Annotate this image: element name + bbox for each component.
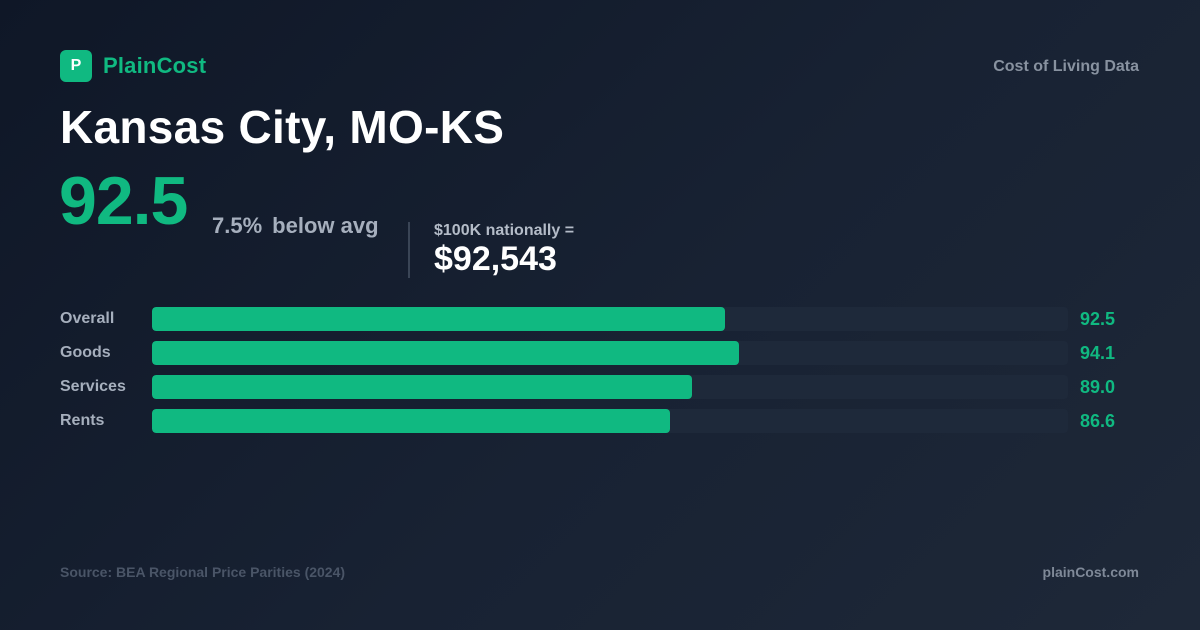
bar-row-overall: Overall 92.5: [60, 307, 1140, 331]
bar-track: [152, 375, 1068, 399]
bar-row-rents: Rents 86.6: [60, 409, 1140, 433]
bar-label: Overall: [60, 310, 115, 327]
bar-value-label: 86.6: [1080, 411, 1116, 431]
source-note: Source: BEA Regional Price Parities (202…: [60, 564, 346, 580]
score-difference: 7.5% below avg: [212, 213, 379, 239]
bar-value-label: 92.5: [1080, 309, 1116, 329]
bar-row-services: Services 89.0: [60, 375, 1140, 399]
difference-percent: 7.5%: [212, 213, 263, 238]
bar-track: [152, 341, 1068, 365]
brand-name: PlainCost: [103, 53, 207, 78]
bar-label: Goods: [60, 344, 111, 361]
bar-track: [152, 409, 1068, 433]
bar-label: Rents: [60, 412, 105, 429]
divider: [408, 222, 410, 278]
bar-fill: [152, 409, 671, 433]
site-url[interactable]: plainCost.com: [1042, 564, 1139, 580]
bar-fill: [152, 375, 693, 399]
tagline: Cost of Living Data: [993, 58, 1139, 75]
bar-fill: [152, 341, 740, 365]
bar-fill: [152, 307, 725, 331]
bar-row-goods: Goods 94.1: [60, 341, 1140, 365]
equivalent-label: $100K nationally =: [434, 222, 575, 239]
bar-value-label: 94.1: [1080, 343, 1116, 363]
city-title: Kansas City, MO-KS: [60, 101, 505, 153]
brand-logo[interactable]: P PlainCost: [60, 50, 206, 82]
bar-value-label: 89.0: [1080, 377, 1116, 397]
equivalent-value: $92,543: [434, 240, 557, 278]
bar-track: [152, 307, 1068, 331]
logo-icon: P: [60, 50, 92, 82]
bar-chart: Overall 92.5 Goods 94.1 Services 89.0 Rents 86.…: [60, 307, 1140, 443]
difference-direction: below avg: [272, 213, 379, 238]
bar-label: Services: [60, 378, 126, 395]
overall-score: 92.5: [59, 163, 188, 239]
